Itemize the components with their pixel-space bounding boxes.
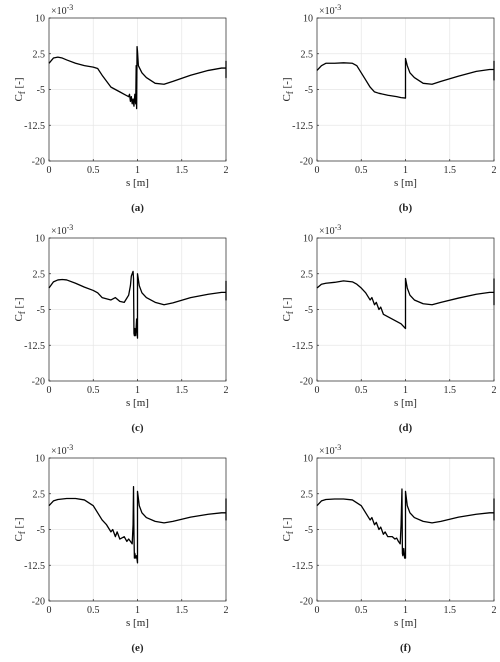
- x-tick-label: 2: [224, 165, 229, 176]
- cf-series-line-1: [48, 270, 227, 339]
- y-axis-label: Cf [-]: [281, 77, 295, 101]
- y-tick-label: -20: [32, 377, 45, 388]
- x-tick-label: 1: [403, 165, 408, 176]
- y-tick-label: -12.5: [24, 121, 45, 132]
- x-tick-label: 1.5: [444, 605, 457, 616]
- x-tick-label: 0.5: [87, 605, 100, 616]
- y-tick-label: 10: [35, 234, 45, 245]
- chart-panel-4: 0 0.5 1 1.5 2 -20 -12.5 -5 2.5 10 ×10-3 Cf [-] s [m]…: [281, 223, 497, 434]
- cf-series-line-1: [48, 45, 227, 110]
- chart-panel-1: 0 0.5 1 1.5 2 -20 -12.5 -5 2.5 10 ×10-3 Cf [-] s [m]…: [13, 3, 229, 214]
- axis-exponent-label: ×10-3: [319, 223, 341, 237]
- y-tick-label: -5: [37, 525, 45, 536]
- y-tick-label: -12.5: [292, 561, 313, 572]
- chart-panel-3: 0 0.5 1 1.5 2 -20 -12.5 -5 2.5 10 ×10-3 Cf [-] s [m]…: [13, 223, 229, 434]
- y-tick-label: 2.5: [301, 269, 314, 280]
- x-tick-label: 1: [403, 385, 408, 396]
- x-tick-label: 2: [224, 605, 229, 616]
- y-tick-label: 10: [35, 14, 45, 25]
- y-tick-label: -12.5: [292, 341, 313, 352]
- chart-panel-5: 0 0.5 1 1.5 2 -20 -12.5 -5 2.5 10 ×10-3 Cf [-] s [m]…: [13, 443, 229, 654]
- x-tick-label: 0: [47, 385, 52, 396]
- x-axis-label: s [m]: [394, 177, 417, 189]
- x-tick-label: 0.5: [355, 165, 368, 176]
- y-tick-label: -5: [305, 85, 313, 96]
- y-tick-label: -5: [37, 85, 45, 96]
- x-tick-label: 2: [492, 605, 497, 616]
- x-tick-label: 1.5: [444, 165, 457, 176]
- y-axis-label: Cf [-]: [13, 517, 27, 541]
- cf-series-line-1: [48, 485, 227, 564]
- y-tick-label: 10: [303, 234, 313, 245]
- y-tick-label: 2.5: [301, 49, 314, 60]
- y-tick-label: 10: [303, 454, 313, 465]
- y-tick-label: -20: [32, 157, 45, 168]
- x-tick-label: 1: [135, 605, 140, 616]
- y-axis-label: Cf [-]: [13, 297, 27, 321]
- x-axis-label: s [m]: [126, 617, 149, 629]
- y-tick-label: 10: [303, 14, 313, 25]
- y-tick-label: -20: [300, 157, 313, 168]
- x-tick-label: 1.5: [176, 605, 189, 616]
- y-tick-label: -5: [37, 305, 45, 316]
- x-tick-label: 0: [315, 165, 320, 176]
- axis-exponent-label: ×10-3: [319, 443, 341, 457]
- axis-exponent-label: ×10-3: [319, 3, 341, 17]
- panel-label: (d): [399, 422, 413, 434]
- x-axis-label: s [m]: [394, 617, 417, 629]
- panel-label: (c): [131, 422, 144, 434]
- x-tick-label: 2: [492, 165, 497, 176]
- cf-series-line-1: [316, 57, 495, 99]
- y-axis-label: Cf [-]: [13, 77, 27, 101]
- x-tick-label: 0: [47, 605, 52, 616]
- x-axis-label: s [m]: [126, 177, 149, 189]
- y-tick-label: -12.5: [24, 341, 45, 352]
- x-tick-label: 0.5: [355, 605, 368, 616]
- panel-label: (a): [131, 202, 144, 214]
- x-tick-label: 0.5: [87, 385, 100, 396]
- y-axis-label: Cf [-]: [281, 297, 295, 321]
- panel-label: (b): [399, 202, 413, 214]
- x-tick-label: 1: [403, 605, 408, 616]
- y-tick-label: -5: [305, 525, 313, 536]
- axis-exponent-label: ×10-3: [51, 223, 73, 237]
- y-tick-label: 2.5: [301, 489, 314, 500]
- y-tick-label: -5: [305, 305, 313, 316]
- cf-series-line-1: [316, 277, 495, 330]
- chart-panel-6: 0 0.5 1 1.5 2 -20 -12.5 -5 2.5 10 ×10-3 Cf [-] s [m]…: [281, 443, 497, 654]
- x-tick-label: 0: [47, 165, 52, 176]
- chart-panel-2: 0 0.5 1 1.5 2 -20 -12.5 -5 2.5 10 ×10-3 Cf [-] s [m]…: [281, 3, 497, 214]
- y-tick-label: 2.5: [33, 489, 46, 500]
- x-tick-label: 1: [135, 165, 140, 176]
- y-tick-label: -20: [300, 597, 313, 608]
- x-tick-label: 2: [224, 385, 229, 396]
- cf-series-line-1: [316, 488, 495, 559]
- axis-exponent-label: ×10-3: [51, 443, 73, 457]
- x-tick-label: 2: [492, 385, 497, 396]
- panel-label: (e): [131, 642, 144, 654]
- x-tick-label: 0.5: [87, 165, 100, 176]
- y-tick-label: 10: [35, 454, 45, 465]
- x-tick-label: 1.5: [176, 385, 189, 396]
- x-tick-label: 1.5: [444, 385, 457, 396]
- x-tick-label: 0: [315, 605, 320, 616]
- y-tick-label: -12.5: [292, 121, 313, 132]
- y-tick-label: -12.5: [24, 561, 45, 572]
- x-tick-label: 1.5: [176, 165, 189, 176]
- y-tick-label: -20: [300, 377, 313, 388]
- x-axis-label: s [m]: [126, 397, 149, 409]
- x-tick-label: 0.5: [355, 385, 368, 396]
- y-tick-label: 2.5: [33, 269, 46, 280]
- y-tick-label: 2.5: [33, 49, 46, 60]
- x-tick-label: 1: [135, 385, 140, 396]
- axis-exponent-label: ×10-3: [51, 3, 73, 17]
- x-axis-label: s [m]: [394, 397, 417, 409]
- panel-label: (f): [400, 642, 411, 654]
- y-tick-label: -20: [32, 597, 45, 608]
- y-axis-label: Cf [-]: [281, 517, 295, 541]
- x-tick-label: 0: [315, 385, 320, 396]
